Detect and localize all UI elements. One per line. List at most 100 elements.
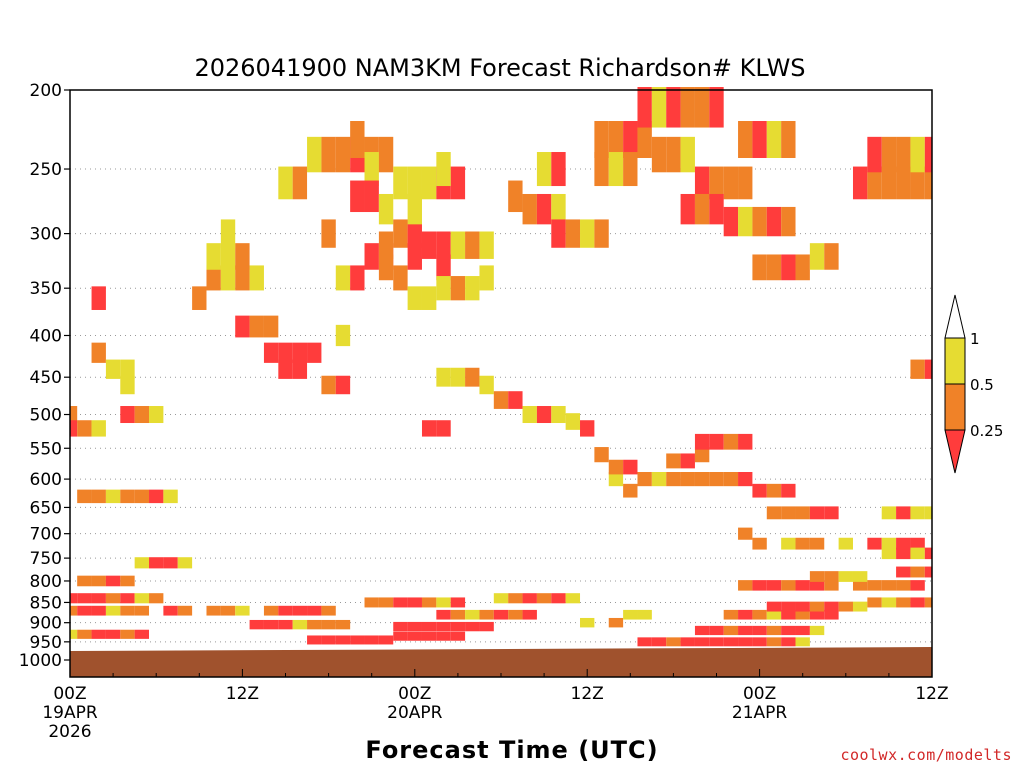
ri-cell — [795, 609, 810, 620]
ri-cell — [450, 166, 466, 200]
ri-cell — [867, 537, 882, 550]
ri-cell — [493, 609, 509, 620]
ri-cell — [436, 597, 451, 608]
ri-cell — [364, 597, 379, 608]
ri-cell — [623, 609, 638, 620]
ri-cell — [378, 231, 394, 259]
ri-cell — [220, 243, 236, 270]
ri-cell — [896, 547, 911, 560]
ri-cell — [134, 406, 150, 424]
ri-cell — [795, 537, 810, 550]
ri-cell — [307, 619, 322, 630]
ri-cell — [738, 609, 753, 620]
ri-cell — [694, 433, 710, 450]
ri-cell — [335, 635, 351, 645]
ri-cell — [91, 629, 106, 639]
ri-cell — [752, 609, 767, 620]
ri-cell — [824, 506, 839, 520]
ri-cell — [896, 537, 911, 550]
ri-cell — [450, 609, 466, 620]
ri-cell — [709, 193, 724, 225]
ri-cell — [838, 537, 853, 550]
ri-cell — [220, 605, 236, 616]
ri-cell — [565, 413, 581, 430]
ri-cell — [134, 593, 150, 604]
ri-cell — [752, 483, 767, 498]
ri-cell — [335, 265, 351, 291]
ri-cell — [752, 637, 767, 647]
ri-cell — [508, 391, 523, 409]
ri-cell — [723, 625, 739, 636]
ri-cell — [70, 605, 78, 616]
ri-cell — [278, 359, 293, 379]
y-tick-label: 950 — [30, 633, 62, 653]
ri-cell — [580, 219, 595, 248]
y-tick-label: 450 — [30, 368, 62, 388]
ri-cell — [738, 121, 753, 158]
ri-cell — [910, 580, 925, 591]
ri-cell — [522, 593, 537, 604]
ri-cell — [881, 597, 897, 608]
ri-cell — [536, 406, 552, 424]
ri-cell — [436, 231, 451, 259]
ri-cell — [450, 231, 466, 259]
ri-cell — [278, 342, 293, 363]
ri-cell — [149, 406, 164, 424]
plot-area — [69, 87, 933, 678]
ri-cell — [450, 621, 466, 632]
ri-cell — [709, 625, 724, 636]
chart-title: 2026041900 NAM3KM Forecast Richardson# K… — [194, 54, 805, 82]
x-tick-label: 00Z — [743, 684, 776, 704]
ri-cell — [910, 506, 925, 520]
ri-cell — [666, 87, 681, 128]
ri-cell — [608, 617, 624, 628]
ri-cell — [752, 121, 767, 158]
ri-cell — [896, 506, 911, 520]
ri-cell — [781, 637, 796, 647]
ri-cell — [263, 315, 279, 338]
ri-cell — [766, 506, 782, 520]
ri-cell — [134, 629, 150, 639]
ri-cell — [479, 231, 494, 259]
ri-cell — [608, 152, 624, 187]
ri-cell — [680, 453, 695, 469]
ri-cell — [910, 566, 925, 578]
ri-cell — [292, 605, 308, 616]
ri-cell — [450, 597, 466, 608]
ri-cell — [522, 406, 537, 424]
ri-cell — [120, 575, 135, 587]
ri-cell — [522, 193, 537, 225]
ri-cell — [536, 193, 552, 225]
ri-cell — [206, 605, 221, 616]
ri-cell — [881, 136, 897, 173]
ri-cell — [77, 575, 92, 587]
ri-cell — [163, 605, 178, 616]
ri-cell — [809, 609, 825, 620]
ri-cell — [378, 136, 394, 173]
y-tick-label: 600 — [30, 470, 62, 490]
ri-cell — [393, 631, 408, 641]
ri-cell — [680, 193, 695, 225]
x-tick-label: 19APR — [42, 703, 98, 723]
ri-cell — [809, 571, 825, 582]
ri-cell — [120, 489, 135, 504]
ri-cell — [924, 566, 932, 578]
ri-cell — [637, 637, 652, 647]
ri-cell — [781, 506, 796, 520]
ri-cell — [752, 254, 767, 281]
ri-cell — [781, 206, 796, 237]
ri-cell — [795, 601, 810, 612]
ri-cell — [206, 243, 221, 270]
ri-cell — [795, 637, 810, 647]
ri-cell — [436, 609, 451, 620]
ri-cell — [781, 254, 796, 281]
ri-cell — [924, 597, 932, 608]
ri-cell — [551, 152, 566, 187]
ri-cell — [838, 571, 853, 582]
x-tick-label: 00Z — [398, 684, 431, 704]
ri-cell — [623, 121, 638, 158]
ri-cell — [149, 489, 164, 504]
ri-cell — [307, 635, 322, 645]
ri-cell — [249, 315, 264, 338]
ri-cell — [824, 571, 839, 582]
